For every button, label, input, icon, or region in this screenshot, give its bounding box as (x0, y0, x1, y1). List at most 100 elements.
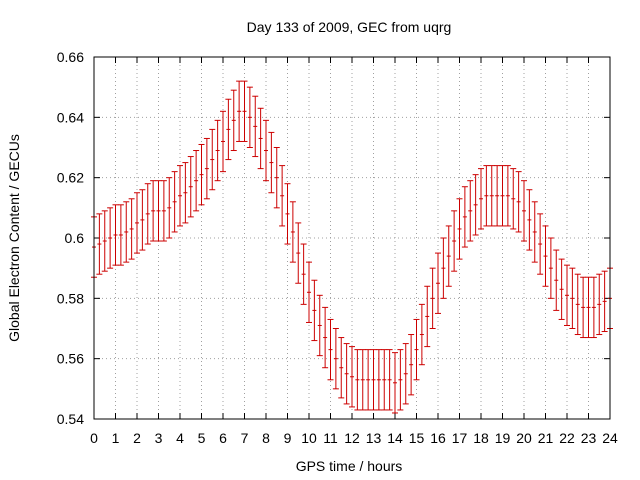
error-bar-point (160, 180, 167, 242)
x-tick-label: 3 (155, 430, 163, 446)
error-bar-point (402, 343, 409, 405)
x-tick-label: 14 (387, 430, 403, 446)
error-bar-point (585, 276, 592, 339)
x-tick-label: 12 (344, 430, 360, 446)
error-bar-point (295, 222, 302, 284)
error-bar-point (182, 162, 189, 224)
error-bar-point (230, 89, 237, 152)
error-bar-point (397, 349, 404, 411)
x-tick-label: 11 (323, 430, 338, 446)
error-bar-point (478, 168, 484, 230)
x-tick-label: 13 (366, 430, 382, 446)
error-bar-point (429, 267, 436, 329)
error-bar-point (580, 276, 587, 339)
error-bar-point (252, 95, 259, 158)
error-bar-point (499, 165, 506, 227)
error-bar-point (553, 249, 560, 311)
error-bar-point (107, 207, 114, 269)
error-bar-point (139, 189, 146, 251)
error-bar-point (564, 264, 570, 326)
y-tick-label: 0.64 (57, 109, 84, 125)
error-bar-point (112, 204, 119, 266)
x-tick-label: 9 (284, 430, 292, 446)
error-bar-point (456, 198, 463, 260)
error-bar-point (209, 128, 216, 191)
error-bar-point (144, 183, 151, 245)
x-tick-label: 10 (301, 430, 317, 446)
error-bar-point (225, 98, 232, 161)
error-bar-point (343, 343, 350, 405)
error-bar-point (569, 267, 576, 329)
y-tick-label: 0.56 (57, 351, 84, 367)
error-bar-point (590, 276, 597, 339)
x-tick-label: 5 (198, 430, 206, 446)
x-tick-label: 24 (602, 430, 618, 446)
x-tick-label: 17 (452, 430, 468, 446)
error-bar-point (171, 171, 178, 233)
error-bar-point (472, 174, 479, 236)
x-tick-label: 23 (581, 430, 597, 446)
error-bar-point (263, 119, 269, 182)
y-tick-label: 0.54 (57, 411, 84, 427)
error-bar-point (365, 349, 372, 411)
error-bar-point (150, 180, 157, 242)
error-bar-point (332, 328, 339, 390)
error-bar-point (354, 349, 361, 411)
x-tick-label: 8 (262, 430, 270, 446)
plot-frame (93, 56, 611, 420)
error-bar-point (322, 306, 329, 369)
y-tick-label: 0.62 (57, 170, 84, 186)
error-bar-point (359, 349, 366, 411)
error-bar-point (521, 180, 527, 242)
x-tick-label: 19 (495, 430, 511, 446)
error-bar-point (203, 137, 210, 200)
x-tick-label: 7 (241, 430, 249, 446)
error-bar-point (526, 189, 533, 251)
error-bar-point (300, 243, 307, 305)
y-tick-label: 0.66 (57, 49, 84, 65)
error-bar-point (510, 168, 517, 230)
error-bar-point (408, 334, 415, 396)
error-bar-point (155, 180, 162, 242)
error-bar-point (117, 204, 124, 266)
error-bar-point (349, 346, 355, 408)
error-bar-point (386, 349, 393, 411)
error-bar-point (461, 186, 468, 248)
error-bar-point (279, 165, 286, 227)
error-bar-point (531, 201, 538, 263)
error-bar-point (316, 294, 323, 357)
error-bar-point (284, 183, 291, 245)
error-bar-point (445, 225, 452, 287)
error-bar-point (515, 171, 522, 233)
error-bar-point (547, 237, 554, 299)
error-bar-point (488, 165, 495, 227)
y-tick-label: 0.6 (65, 230, 85, 246)
error-bar-point (375, 349, 382, 411)
error-bar-point (187, 156, 194, 218)
error-bar-point (542, 225, 549, 287)
error-bar-point (504, 165, 511, 227)
error-bar-point (327, 318, 334, 381)
error-bar-point (596, 273, 603, 336)
error-bar-point (558, 258, 565, 320)
y-axis-label: Global Electron Content / GECUs (6, 134, 22, 342)
x-axis-label: GPS time / hours (296, 458, 403, 474)
error-bar-point (166, 177, 173, 239)
error-bar-point (435, 252, 441, 314)
chart-title: Day 133 of 2009, GEC from uqrg (247, 19, 452, 35)
error-bar-point (601, 270, 608, 333)
y-tick-label: 0.58 (57, 290, 84, 306)
error-bar-point (134, 192, 140, 254)
error-bar-point (236, 80, 243, 142)
error-bar-point (214, 119, 221, 182)
error-bar-point (392, 352, 398, 414)
error-bar-point (101, 210, 108, 272)
error-bar-point (198, 143, 205, 206)
error-bar-point (413, 318, 420, 381)
error-bar-point (128, 198, 135, 260)
error-bar-point (467, 180, 474, 242)
error-bar-point (483, 165, 490, 227)
x-tick-label: 15 (409, 430, 425, 446)
